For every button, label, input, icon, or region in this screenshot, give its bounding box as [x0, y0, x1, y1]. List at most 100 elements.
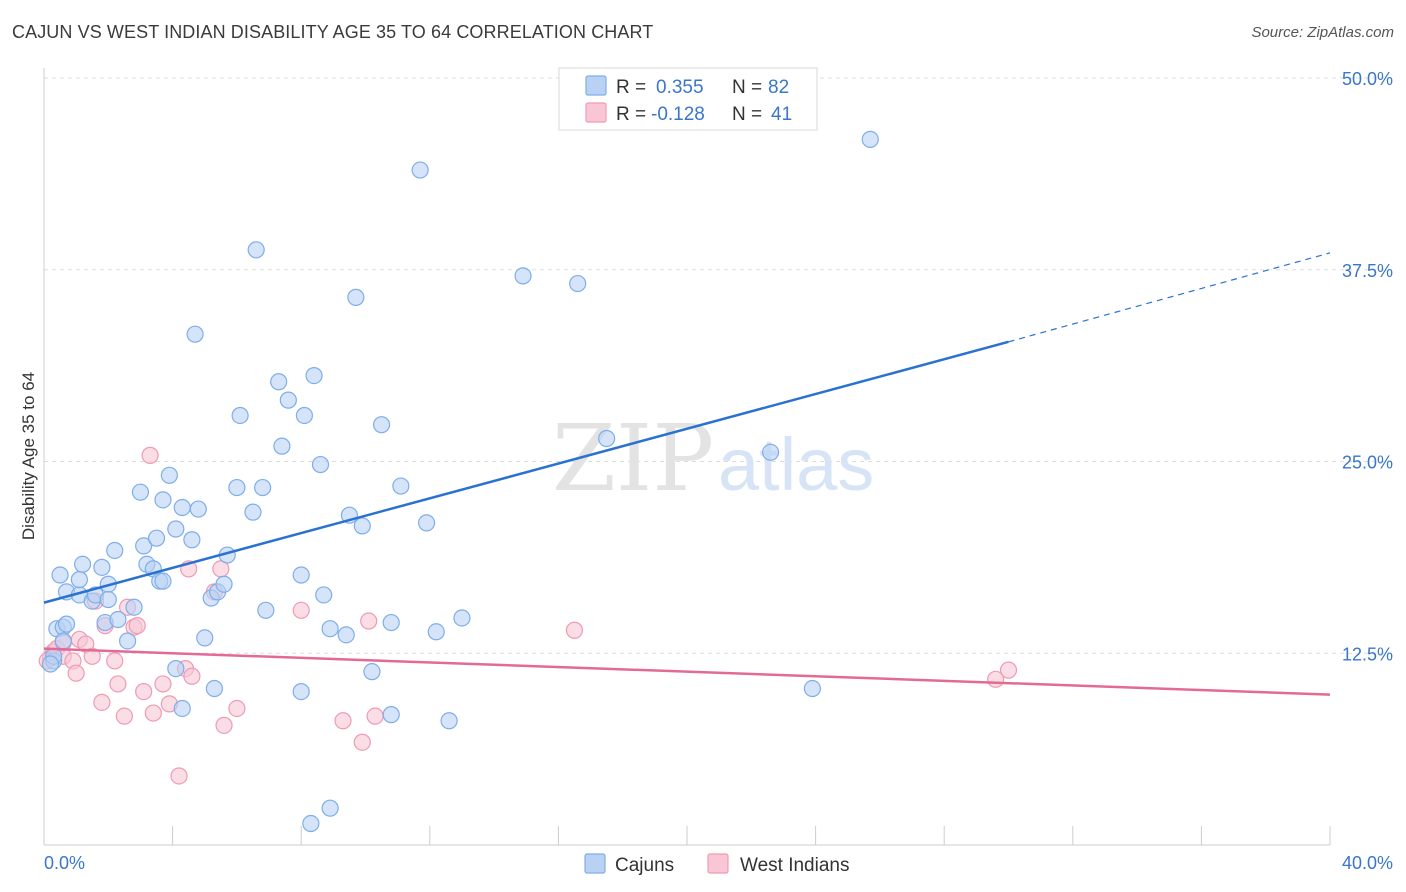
data-point-cajuns — [382, 613, 400, 632]
stats-r-label-cajuns: R = — [616, 77, 646, 98]
data-point-cajuns — [353, 517, 371, 535]
data-point-west-indians — [115, 707, 133, 725]
data-point-cajuns — [598, 429, 616, 448]
data-point-cajuns — [514, 267, 532, 285]
data-point-cajuns — [257, 601, 275, 619]
data-point-cajuns — [321, 799, 339, 817]
data-point-cajuns — [205, 679, 223, 698]
data-point-west-indians — [999, 661, 1018, 679]
data-point-cajuns — [372, 416, 391, 434]
trend-line-cajuns — [43, 340, 1009, 604]
data-point-cajuns — [273, 437, 291, 455]
data-point-west-indians — [565, 621, 584, 639]
data-point-cajuns — [347, 288, 365, 306]
data-point-cajuns — [305, 366, 323, 385]
data-point-cajuns — [321, 620, 339, 638]
y-axis-title: Disability Age 35 to 64 — [19, 372, 38, 540]
data-point-cajuns — [569, 274, 587, 293]
data-point-cajuns — [392, 477, 410, 495]
legend-label-west-indians: West Indians — [740, 855, 849, 876]
data-point-cajuns — [315, 586, 333, 604]
data-point-cajuns — [147, 529, 166, 547]
data-point-cajuns — [93, 558, 111, 576]
trend-line-west-indians — [43, 647, 1331, 696]
data-point-cajuns — [292, 566, 310, 584]
series-legend: Cajuns West Indians — [584, 853, 849, 876]
data-point-cajuns — [167, 520, 185, 538]
data-point-cajuns — [154, 572, 172, 590]
grid-layer — [44, 77, 1392, 654]
trend-layer — [43, 252, 1331, 696]
stats-n-label-west-indians: N = — [732, 104, 762, 125]
data-point-west-indians — [353, 733, 371, 751]
data-point-cajuns — [292, 682, 310, 701]
data-point-cajuns — [135, 537, 153, 555]
y-tick-label: 25.0% — [1342, 453, 1393, 473]
y-tick-label: 37.5% — [1342, 261, 1393, 281]
data-point-cajuns — [125, 598, 143, 616]
data-point-cajuns — [51, 566, 69, 584]
data-point-west-indians — [366, 707, 384, 725]
x-tick-label-max: 40.0% — [1342, 853, 1393, 873]
stats-n-value-cajuns: 82 — [768, 77, 789, 98]
data-point-west-indians — [144, 704, 162, 722]
data-point-cajuns — [183, 531, 201, 549]
legend-swatch-cajuns — [584, 853, 606, 874]
legend-label-cajuns: Cajuns — [615, 855, 674, 876]
data-point-cajuns — [186, 325, 204, 343]
watermark-atlas: atlas — [718, 423, 874, 506]
data-point-cajuns — [154, 491, 172, 509]
stats-n-value-west-indians: 41 — [771, 104, 792, 125]
data-point-cajuns — [109, 610, 127, 629]
data-point-west-indians — [360, 612, 378, 630]
data-point-west-indians — [93, 693, 111, 711]
data-point-cajuns — [337, 626, 355, 644]
data-point-west-indians — [128, 617, 146, 635]
legend-swatch-west-indians — [707, 853, 729, 874]
data-point-cajuns — [160, 466, 178, 484]
data-point-cajuns — [106, 541, 124, 560]
stats-n-label-cajuns: N = — [732, 77, 762, 98]
axes-layer: 12.5% 25.0% 37.5% 50.0% 0.0% 40.0% — [43, 68, 1393, 873]
data-point-cajuns — [54, 632, 72, 650]
data-point-cajuns — [196, 629, 214, 647]
data-point-cajuns — [270, 373, 288, 391]
data-point-cajuns — [302, 814, 320, 833]
chart-title: CAJUN VS WEST INDIAN DISABILITY AGE 35 T… — [12, 22, 654, 42]
data-point-cajuns — [189, 500, 207, 518]
stats-r-value-west-indians: -0.128 — [651, 104, 705, 125]
stats-legend-swatch-west-indians — [585, 102, 607, 123]
data-point-cajuns — [99, 590, 117, 609]
y-tick-label: 12.5% — [1342, 644, 1393, 664]
data-point-cajuns — [279, 391, 297, 409]
data-point-cajuns — [231, 406, 249, 425]
y-tick-label: 50.0% — [1342, 69, 1393, 89]
stats-r-value-cajuns: 0.355 — [656, 77, 704, 98]
data-point-cajuns — [382, 706, 400, 724]
data-point-west-indians — [334, 712, 352, 730]
data-point-west-indians — [292, 601, 310, 619]
data-point-cajuns — [173, 699, 191, 718]
data-point-west-indians — [183, 667, 201, 685]
data-point-cajuns — [41, 655, 60, 673]
stats-r-label-west-indians: R = — [616, 104, 646, 125]
data-point-west-indians — [109, 675, 127, 693]
data-point-west-indians — [106, 652, 124, 670]
data-point-west-indians — [67, 664, 85, 682]
data-point-cajuns — [295, 406, 314, 425]
data-point-west-indians — [141, 446, 159, 464]
data-point-west-indians — [228, 699, 246, 718]
data-point-cajuns — [761, 443, 780, 461]
data-point-cajuns — [417, 514, 436, 532]
data-point-cajuns — [311, 455, 330, 474]
data-point-cajuns — [363, 663, 381, 681]
data-point-cajuns — [70, 571, 88, 589]
data-point-cajuns — [453, 609, 471, 627]
stats-legend-swatch-cajuns — [585, 75, 607, 96]
data-point-cajuns — [427, 623, 445, 641]
data-point-cajuns — [118, 632, 137, 650]
source-note: Source: ZipAtlas.com — [1251, 24, 1394, 41]
data-point-cajuns — [173, 498, 191, 517]
data-point-cajuns — [254, 478, 272, 497]
